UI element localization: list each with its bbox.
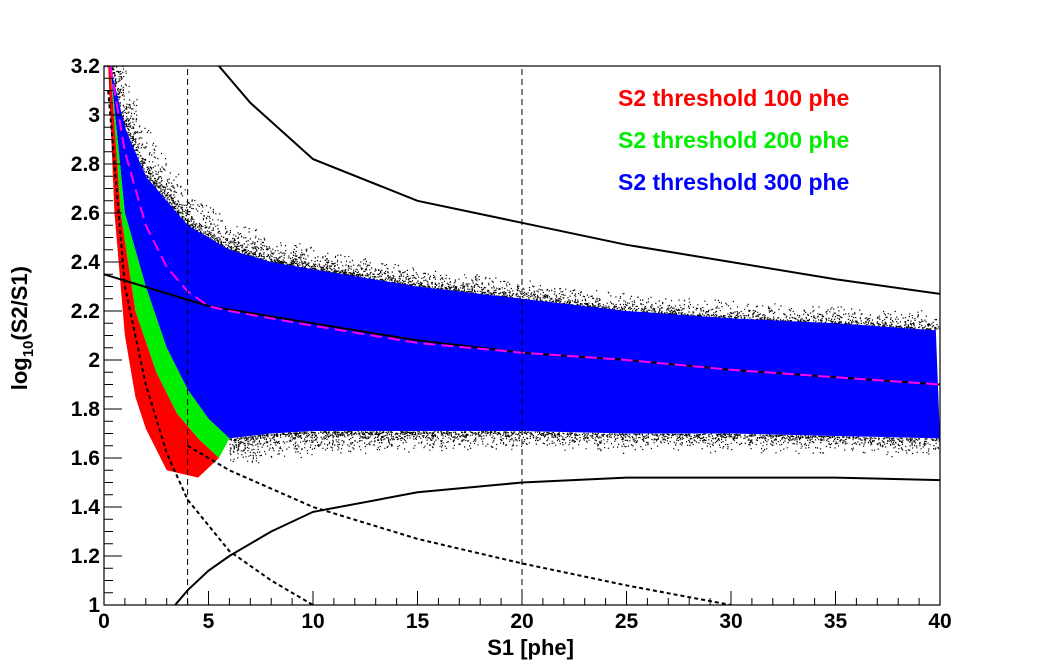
legend-entry-300: S2 threshold 300 phe	[618, 169, 849, 195]
band-200-phe	[110, 66, 230, 458]
y-tick-label: 2	[88, 349, 100, 372]
band-300-phe	[110, 66, 940, 439]
line-dotted-curve-1	[107, 90, 314, 605]
y-tick-label: 2.4	[71, 251, 101, 274]
x-tick-label: 0	[98, 610, 110, 633]
y-tick-label: 1.2	[71, 545, 100, 568]
y-tick-label: 1	[88, 594, 100, 617]
line-median-magenta	[109, 66, 940, 386]
x-tick-label: 5	[203, 610, 215, 633]
y-tick-label: 2.6	[71, 202, 100, 225]
y-axis-title-suffix: (S2/S1)	[7, 266, 32, 341]
x-axis-title: S1 [phe]	[487, 635, 574, 660]
y-tick-label: 2.2	[71, 300, 100, 323]
band-layer	[108, 66, 940, 478]
x-tick-label: 10	[301, 610, 324, 633]
ticks-layer	[103, 65, 941, 606]
x-tick-label: 35	[824, 610, 848, 633]
y-tick-label: 1.6	[71, 447, 100, 470]
y-axis-title: log10(S2/S1)	[7, 266, 37, 390]
band-100-phe	[108, 66, 219, 478]
legend-entry-200: S2 threshold 200 phe	[618, 127, 849, 153]
x-tick-label: 40	[928, 610, 951, 633]
x-tick-label: 20	[510, 610, 533, 633]
lines-layer	[104, 66, 940, 605]
y-tick-label: 1.4	[71, 496, 101, 519]
legend-entry-100: S2 threshold 100 phe	[618, 85, 849, 111]
labels-layer: 0 5 10 15 20 25 30 35 40 1 1.2 1.4 1.6 1.8 2 2.2 2.4 2.6 2…	[71, 55, 952, 633]
line-dotted-curve-2	[187, 444, 732, 605]
y-tick-label: 3	[88, 104, 100, 127]
y-tick-label: 3.2	[71, 55, 100, 78]
y-tick-label: 1.8	[71, 398, 101, 421]
legend: S2 threshold 100 phe S2 threshold 200 ph…	[618, 85, 849, 195]
y-axis-title-prefix: log	[7, 357, 32, 390]
y-tick-label: 2.8	[71, 153, 101, 176]
x-tick-label: 15	[406, 610, 430, 633]
x-tick-label: 25	[615, 610, 639, 633]
y-axis-title-subscript: 10	[20, 341, 37, 358]
x-tick-label: 30	[719, 610, 742, 633]
line-lower-outer	[174, 476, 940, 605]
